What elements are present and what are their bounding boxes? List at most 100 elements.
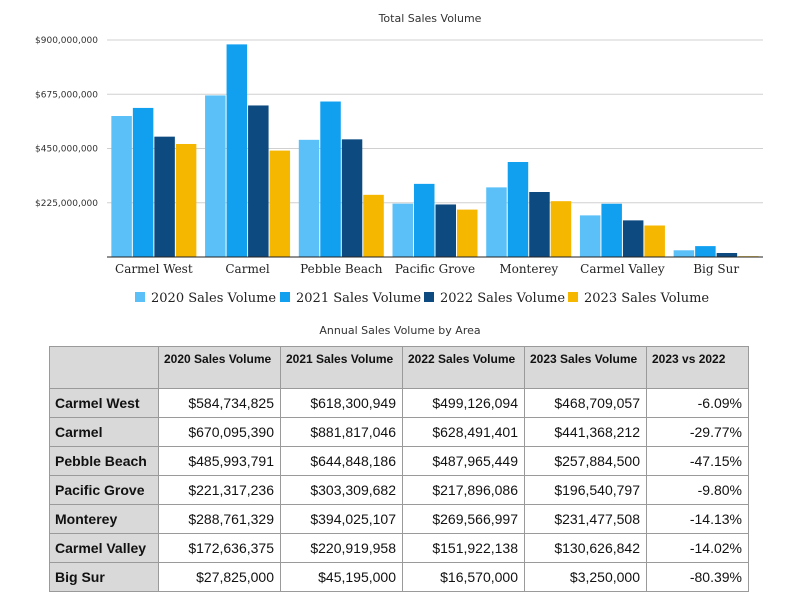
table-cell: $172,636,375: [158, 533, 281, 563]
table-row: Monterey $288,761,329 $394,025,107 $269,…: [49, 504, 749, 534]
table-row: Pacific Grove $221,317,236 $303,309,682 …: [49, 475, 749, 505]
bar: [226, 44, 248, 258]
bar: [601, 203, 622, 257]
table-cell: $468,709,057: [524, 388, 647, 418]
bar: [154, 136, 175, 257]
table-cell: $644,848,186: [280, 446, 403, 476]
bar: [486, 187, 507, 257]
row-label: Monterey: [49, 504, 159, 534]
legend-label: 2020 Sales Volume: [151, 291, 276, 306]
y-tick-label: $675,000,000: [35, 90, 98, 100]
bar: [111, 116, 132, 257]
table-cell: $16,570,000: [402, 562, 525, 592]
bar: [132, 107, 154, 257]
header-2022: 2022 Sales Volume: [402, 346, 525, 389]
row-label: Carmel: [49, 417, 159, 447]
bar: [695, 246, 716, 257]
legend-swatch: [135, 292, 145, 302]
table-cell: $220,919,958: [280, 533, 403, 563]
bars: [111, 44, 759, 258]
bar: [622, 220, 644, 257]
legend-swatch: [424, 292, 434, 302]
table-cell: -29.77%: [646, 417, 749, 447]
x-tick-label: Monterey: [499, 262, 558, 276]
row-label: Carmel Valley: [49, 533, 159, 563]
table-cell: $130,626,842: [524, 533, 647, 563]
bar: [529, 192, 550, 257]
y-axis-ticks: $225,000,000 $450,000,000 $675,000,000 $900…: [35, 36, 98, 209]
table-cell: -14.13%: [646, 504, 749, 534]
table-title: Annual Sales Volume by Area: [319, 324, 481, 337]
bar: [269, 150, 291, 257]
table-cell: $257,884,500: [524, 446, 647, 476]
legend-swatch: [280, 292, 290, 302]
table-row: Big Sur $27,825,000 $45,195,000 $16,570,…: [49, 562, 749, 592]
table-cell: $584,734,825: [158, 388, 281, 418]
x-tick-label: Pebble Beach: [300, 262, 383, 276]
bar: [457, 209, 478, 257]
x-tick-label: Pacific Grove: [395, 262, 475, 276]
table-row: Carmel $670,095,390 $881,817,046 $628,49…: [49, 417, 749, 447]
table-cell: -14.02%: [646, 533, 749, 563]
sales-volume-chart: Total Sales Volume $225,000,000 $450,000,…: [35, 12, 763, 306]
y-tick-label: $450,000,000: [35, 145, 98, 155]
table-cell: -9.80%: [646, 475, 749, 505]
bar: [298, 139, 320, 257]
header-2020: 2020 Sales Volume: [158, 346, 281, 389]
legend: 2020 Sales Volume 2021 Sales Volume 2022 S…: [135, 291, 709, 306]
bar: [507, 161, 529, 257]
bar: [248, 105, 269, 257]
x-tick-label: Carmel: [225, 262, 270, 276]
row-label: Pebble Beach: [49, 446, 159, 476]
table-cell: $394,025,107: [280, 504, 403, 534]
row-label: Carmel West: [49, 388, 159, 418]
table-cell: $303,309,682: [280, 475, 403, 505]
bar: [673, 250, 695, 257]
header-2023-vs-2022: 2023 vs 2022: [646, 346, 749, 389]
sales-table: 2020 Sales Volume 2021 Sales Volume 2022…: [49, 346, 749, 592]
table-cell: $221,317,236: [158, 475, 281, 505]
table-cell: $196,540,797: [524, 475, 647, 505]
table-row: Carmel Valley $172,636,375 $220,919,958 …: [49, 533, 749, 563]
table-cell: -80.39%: [646, 562, 749, 592]
legend-label: 2022 Sales Volume: [440, 291, 565, 306]
y-tick-label: $900,000,000: [35, 36, 98, 46]
bar: [175, 143, 197, 257]
x-tick-label: Big Sur: [693, 262, 739, 276]
bar: [716, 253, 738, 257]
table-row: Carmel West $584,734,825 $618,300,949 $4…: [49, 388, 749, 418]
row-label: Pacific Grove: [49, 475, 159, 505]
legend-label: 2021 Sales Volume: [296, 291, 421, 306]
bar: [550, 201, 572, 257]
legend-label: 2023 Sales Volume: [584, 291, 709, 306]
table-cell: -47.15%: [646, 446, 749, 476]
bar: [392, 203, 413, 257]
table-cell: $45,195,000: [280, 562, 403, 592]
header-2021: 2021 Sales Volume: [280, 346, 403, 389]
table-cell: $3,250,000: [524, 562, 647, 592]
header-2023: 2023 Sales Volume: [524, 346, 647, 389]
table-cell: $269,566,997: [402, 504, 525, 534]
table-cell: $441,368,212: [524, 417, 647, 447]
table-cell: $881,817,046: [280, 417, 403, 447]
legend-swatch: [568, 292, 578, 302]
bar: [205, 95, 226, 257]
x-tick-label: Carmel Valley: [580, 262, 665, 276]
table-header-row: 2020 Sales Volume 2021 Sales Volume 2022…: [49, 346, 749, 389]
bar: [320, 101, 341, 258]
table-cell: $151,922,138: [402, 533, 525, 563]
table-cell: $217,896,086: [402, 475, 525, 505]
table-cell: $499,126,094: [402, 388, 525, 418]
table-corner-cell: [49, 346, 159, 389]
chart-title: Total Sales Volume: [378, 12, 482, 25]
table-row: Pebble Beach $485,993,791 $644,848,186 $…: [49, 446, 749, 476]
table-cell: $288,761,329: [158, 504, 281, 534]
x-tick-label: Carmel West: [115, 262, 193, 276]
table-cell: $487,965,449: [402, 446, 525, 476]
table-cell: $670,095,390: [158, 417, 281, 447]
bar: [644, 225, 665, 257]
table-cell: $27,825,000: [158, 562, 281, 592]
y-tick-label: $225,000,000: [35, 199, 98, 209]
bar: [363, 194, 384, 257]
table-cell: -6.09%: [646, 388, 749, 418]
